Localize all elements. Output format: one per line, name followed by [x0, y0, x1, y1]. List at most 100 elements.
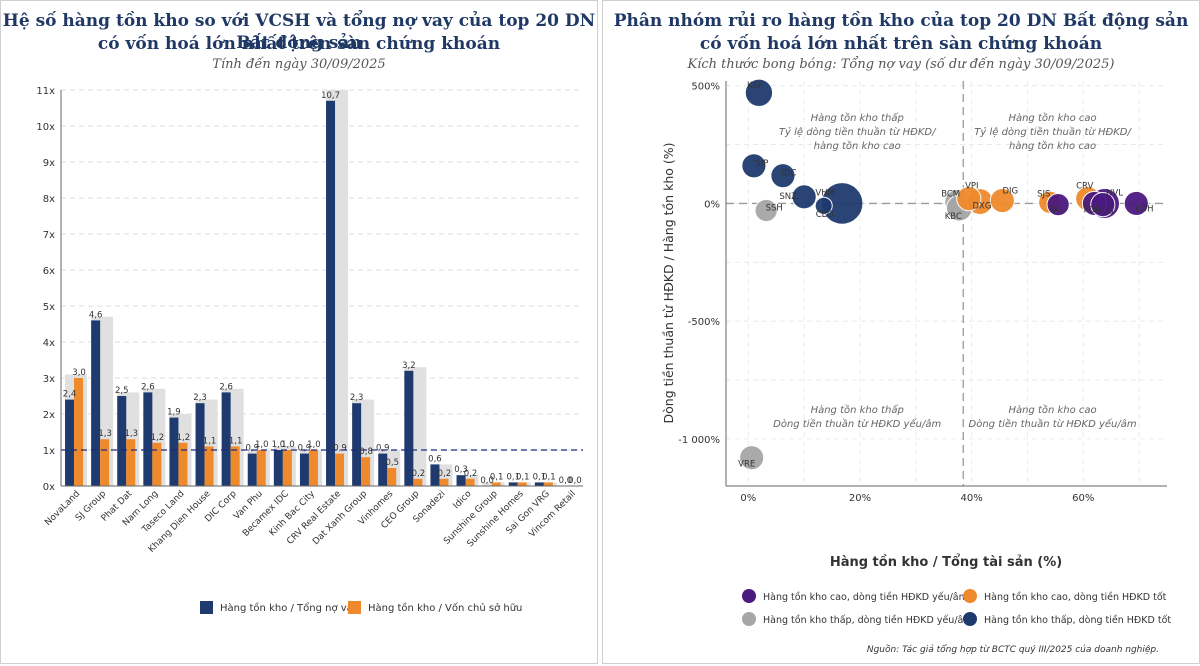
bar-inventory-debt [326, 100, 336, 487]
bubble-label: VPI [965, 182, 978, 192]
quadrant-note: Hàng tồn kho thấp [811, 112, 904, 124]
bubble-idc [770, 163, 796, 189]
legend-label: Hàng tồn kho cao, dòng tiền HĐKD tốt [984, 592, 1167, 603]
bubble-label: VHM [815, 188, 835, 198]
data-label-debt: 3,2 [402, 361, 416, 371]
bubble-label: KSF [747, 81, 763, 91]
x-axis-title: Hàng tồn kho / Tổng tài sản (%) [830, 554, 1062, 570]
bar-inventory-equity [256, 450, 266, 486]
quadrant-note: hàng tồn kho cao [1009, 140, 1096, 152]
bubble-vpi [956, 186, 982, 212]
bar-inventory-debt [273, 450, 283, 486]
bubble-label: SJS [1037, 189, 1050, 199]
data-label-debt: 2,3 [193, 393, 207, 403]
bubble-vre [739, 445, 765, 471]
bar-inventory-debt [65, 399, 75, 486]
data-label-debt: 10,7 [321, 91, 340, 101]
data-label-equity: 1,2 [151, 433, 165, 443]
data-label-equity: 0,2 [464, 469, 478, 479]
y-tick-label: -1 000% [678, 435, 720, 446]
y-axis-title: Dòng tiền thuần từ HĐKD / Hàng tồn kho (… [661, 143, 676, 424]
right-title-line1: Phân nhóm rủi ro hàng tồn kho của top 20… [613, 11, 1189, 31]
data-label-equity: 0,2 [412, 469, 426, 479]
bar-inventory-debt [299, 453, 309, 486]
bar-inventory-equity [465, 478, 475, 486]
data-label-equity: 0,1 [516, 472, 530, 482]
bar-inventory-equity [517, 482, 527, 486]
bubble-label: VRE [738, 460, 755, 470]
bar-inventory-debt [352, 403, 362, 486]
legend-dot [742, 612, 756, 626]
bar-chart: 0x 1x 2x 3x 4x 5x 6x 7x 8x 9x 10x 11x 2,4 3,0 NovaLand… [36, 86, 583, 614]
data-label-equity: 1,0 [255, 440, 269, 450]
quadrant-note: Tỷ lệ dòng tiền thuần từ HĐKD/ [779, 126, 937, 138]
bar-inventory-debt [404, 370, 414, 486]
data-label-equity: 0,0 [568, 476, 582, 486]
x-category-label: NovaLand [43, 489, 82, 528]
bubble-label: SIP [755, 159, 768, 169]
bar-inventory-equity [204, 446, 214, 486]
quadrant-note: Hàng tồn kho thấp [811, 404, 904, 416]
x-tick-label: 20% [849, 493, 871, 504]
bar-inventory-debt [247, 453, 257, 486]
data-label-debt: 2,6 [219, 382, 233, 392]
data-label-equity: 0,1 [490, 472, 504, 482]
bubble-label: KBC [945, 212, 962, 222]
bar-inventory-equity [230, 446, 240, 486]
bubble-label: TAL [1049, 206, 1065, 216]
bar-inventory-equity [178, 442, 188, 486]
bar-inventory-equity [335, 453, 345, 486]
x-tick-label: 0% [740, 493, 756, 504]
x-category-label: Vincom Retail [527, 489, 578, 540]
data-label-equity: 0,2 [438, 469, 452, 479]
data-label-equity: 0,8 [359, 447, 373, 457]
bubble-label: KDH [1135, 204, 1154, 214]
x-category-label: Idico [452, 489, 474, 511]
bar-inventory-equity [308, 450, 318, 486]
bar-inventory-equity [387, 468, 397, 486]
bubble-sip [741, 153, 767, 179]
data-label-debt: 2,6 [141, 382, 155, 392]
bar-inventory-equity [126, 439, 136, 486]
x-tick-label: 40% [961, 493, 983, 504]
bar-inventory-debt [378, 453, 388, 486]
quadrant-note: Dòng tiền thuần từ HĐKD yếu/âm [773, 417, 941, 430]
bubble-dig [989, 188, 1015, 214]
quadrant-note: Tỷ lệ dòng tiền thuần từ HĐKD/ [974, 126, 1132, 138]
data-label-equity: 1,3 [124, 429, 138, 439]
bar-inventory-debt [456, 475, 466, 486]
bar-inventory-debt [195, 403, 205, 486]
y-tick-label: 5x [43, 302, 55, 313]
legend-dot [963, 612, 977, 626]
bar-inventory-equity [361, 457, 371, 486]
bubble-label: BCM [941, 189, 960, 199]
bubble-chart: 500% 0% -500% -1 000% 0% 20% 40% 60% Hàng tồn kh… [661, 78, 1171, 626]
bar-inventory-equity [543, 482, 553, 486]
x-category-label: Kinh Bac City [268, 489, 318, 539]
bubble-label: CEO [816, 210, 834, 220]
y-tick-label: 0x [43, 482, 55, 493]
bar-inventory-debt [117, 396, 127, 486]
left-title-line1: Hệ số hàng tồn kho so với VCSH và tổng n… [2, 11, 596, 53]
bar-inventory-equity [413, 478, 423, 486]
legend-dot [963, 589, 977, 603]
quadrant-note: Dòng tiền thuần từ HĐKD yếu/âm [969, 417, 1137, 430]
data-label-debt: 0,6 [428, 454, 442, 464]
bar-inventory-equity [74, 378, 84, 486]
data-label-equity: 1,0 [281, 440, 295, 450]
bar-inventory-debt [221, 392, 231, 486]
legend-label: Hàng tồn kho cao, dòng tiền HĐKD yếu/âm [763, 592, 968, 603]
bar-inventory-equity [491, 482, 501, 486]
legend-label-debt: Hàng tồn kho / Tổng nợ vay [220, 601, 359, 614]
data-label-equity: 1,1 [203, 436, 217, 446]
y-tick-label: -500% [688, 317, 720, 328]
source-note: Nguồn: Tác giả tổng hợp từ BCTC quý III/… [866, 645, 1159, 655]
bubble-label: SSH [766, 204, 783, 214]
bar-inventory-equity [439, 478, 449, 486]
bubble-tal [1046, 192, 1070, 217]
bar-inventory-debt [91, 320, 101, 486]
y-tick-label: 9x [43, 158, 55, 169]
quadrant-note: hàng tồn kho cao [814, 140, 901, 152]
legend-label: Hàng tồn kho thấp, dòng tiền HĐKD yếu/âm [763, 615, 973, 626]
